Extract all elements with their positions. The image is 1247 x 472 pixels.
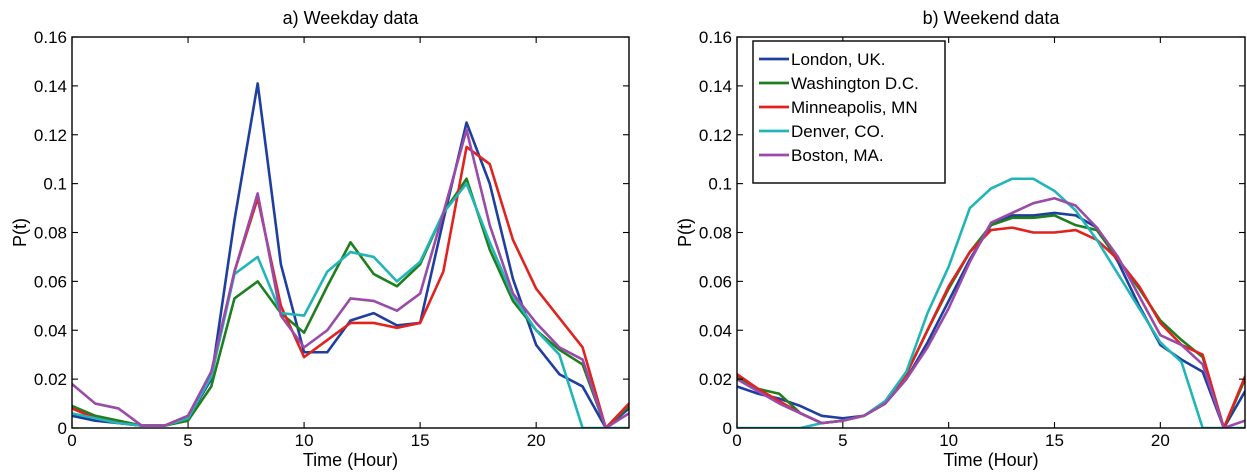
y-tick-label: 0.06 bbox=[34, 272, 67, 291]
x-tick-label: 20 bbox=[1151, 431, 1170, 450]
series-line-boston-ma bbox=[737, 196, 1245, 428]
x-tick-label: 15 bbox=[1045, 431, 1064, 450]
y-tick-label: 0.08 bbox=[34, 224, 67, 243]
y-tick-label: 0 bbox=[723, 419, 732, 438]
y-tick-label: 0.1 bbox=[708, 175, 732, 194]
y-tick-label: 0.04 bbox=[699, 321, 732, 340]
y-axis-title: P(t) bbox=[675, 218, 695, 247]
x-axis-title: Time (Hour) bbox=[303, 450, 398, 470]
legend-label: Denver, CO. bbox=[791, 122, 885, 141]
y-tick-label: 0.1 bbox=[43, 175, 67, 194]
y-tick-label: 0.16 bbox=[699, 28, 732, 47]
legend-label: London, UK. bbox=[791, 50, 886, 69]
y-tick-label: 0.02 bbox=[34, 370, 67, 389]
chart-weekend: 0 5 10 15 20 0 0.02 0.04 0.06 0.08 0.1 0.12 0.14 0.16… bbox=[675, 8, 1246, 470]
series-line-washington-d-c bbox=[72, 177, 629, 428]
legend-frame bbox=[752, 40, 946, 184]
series-line-denver-co bbox=[737, 177, 1245, 428]
legend-label: Boston, MA. bbox=[791, 146, 884, 165]
plot-frame bbox=[71, 36, 630, 429]
x-tick-label: 20 bbox=[527, 431, 546, 450]
y-axis-title: P(t) bbox=[10, 218, 30, 247]
x-tick-label: 10 bbox=[939, 431, 958, 450]
chart-weekday: 0 5 10 15 20 0 0.02 0.04 0.06 0.08 0.1 0.12 0.14 0.16… bbox=[10, 8, 630, 470]
y-tick-label: 0.06 bbox=[699, 272, 732, 291]
chart-title: a) Weekday data bbox=[283, 8, 420, 28]
y-tick-label: 0.14 bbox=[34, 77, 67, 96]
x-tick-label: 0 bbox=[67, 431, 76, 450]
legend-label: Minneapolis, MN bbox=[791, 98, 918, 117]
y-tick-label: 0.04 bbox=[34, 321, 67, 340]
y-tick-label: 0.16 bbox=[34, 28, 67, 47]
y-tick-label: 0 bbox=[58, 419, 67, 438]
x-tick-label: 0 bbox=[732, 431, 741, 450]
y-tick-label: 0.12 bbox=[699, 126, 732, 145]
series-line-london-uk bbox=[72, 82, 629, 428]
series-line-london-uk bbox=[737, 211, 1245, 428]
x-tick-label: 5 bbox=[838, 431, 847, 450]
x-tick-label: 15 bbox=[411, 431, 430, 450]
legend-label: Washington D.C. bbox=[791, 74, 919, 93]
series-line-denver-co bbox=[72, 182, 629, 428]
x-tick-label: 5 bbox=[183, 431, 192, 450]
y-tick-label: 0.08 bbox=[699, 224, 732, 243]
series-line-minneapolis-mn bbox=[72, 145, 629, 428]
legend: London, UK. Washington D.C. Minneapolis, M… bbox=[752, 40, 946, 184]
chart-title: b) Weekend data bbox=[923, 8, 1061, 28]
y-tick-label: 0.12 bbox=[34, 126, 67, 145]
series-line-washington-d-c bbox=[737, 214, 1245, 428]
x-tick-label: 10 bbox=[295, 431, 314, 450]
x-axis-title: Time (Hour) bbox=[943, 450, 1038, 470]
y-tick-label: 0.14 bbox=[699, 77, 732, 96]
series-line-boston-ma bbox=[72, 128, 629, 428]
y-tick-label: 0.02 bbox=[699, 370, 732, 389]
